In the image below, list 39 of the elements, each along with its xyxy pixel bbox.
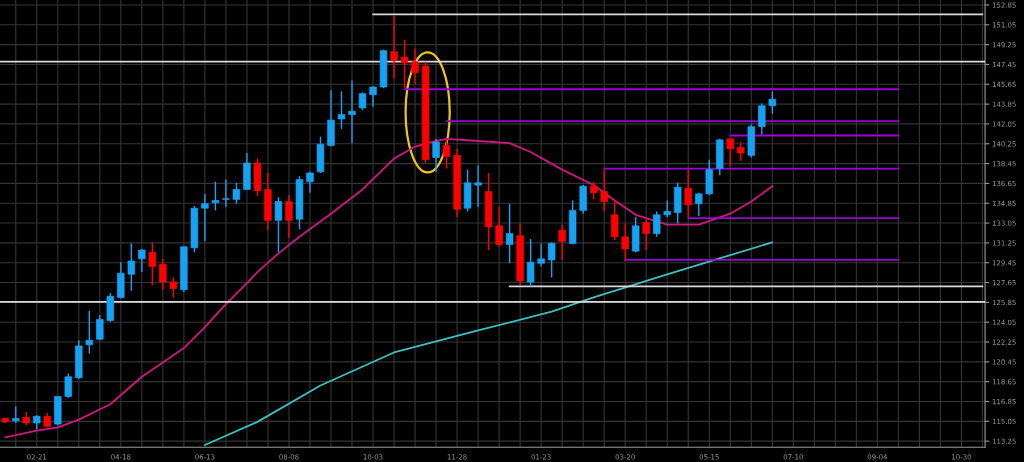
candlestick: [610, 199, 619, 241]
candlestick: [442, 138, 451, 170]
candlestick: [201, 193, 209, 242]
candlestick: [127, 242, 136, 292]
candlestick: [537, 242, 545, 268]
line-series: [4, 137, 774, 439]
candlestick: [411, 47, 419, 85]
candlestick: [432, 138, 440, 173]
candlestick: [390, 14, 398, 79]
candlestick: [495, 206, 503, 248]
candlestick: [64, 372, 73, 399]
candlestick: [726, 138, 734, 168]
candlestick: [558, 224, 566, 261]
candlestick: [85, 309, 94, 355]
candlestick: [159, 258, 167, 291]
candlestick: [505, 203, 514, 264]
candlestick: [211, 181, 220, 212]
candlestick: [348, 79, 356, 144]
candlestick: [337, 90, 346, 130]
line-series: [203, 241, 774, 446]
candlestick: [232, 182, 241, 205]
candlestick: [96, 314, 104, 342]
candlestick: [768, 90, 777, 115]
candlestick: [737, 141, 745, 162]
candlestick: [600, 168, 608, 213]
candlestick: [621, 222, 629, 262]
candlestick: [684, 168, 692, 218]
candlestick: [547, 241, 556, 279]
candlestick: [285, 194, 293, 239]
candlestick: [653, 210, 661, 238]
candlestick: [222, 178, 230, 208]
candlestick: [148, 241, 157, 286]
candlestick: [642, 218, 650, 251]
candlestick: [400, 38, 409, 89]
candlestick: [758, 102, 766, 136]
candlestick: [526, 238, 535, 288]
candlestick: [474, 164, 482, 208]
candlestick: [169, 276, 178, 299]
candlestick: [274, 196, 283, 253]
